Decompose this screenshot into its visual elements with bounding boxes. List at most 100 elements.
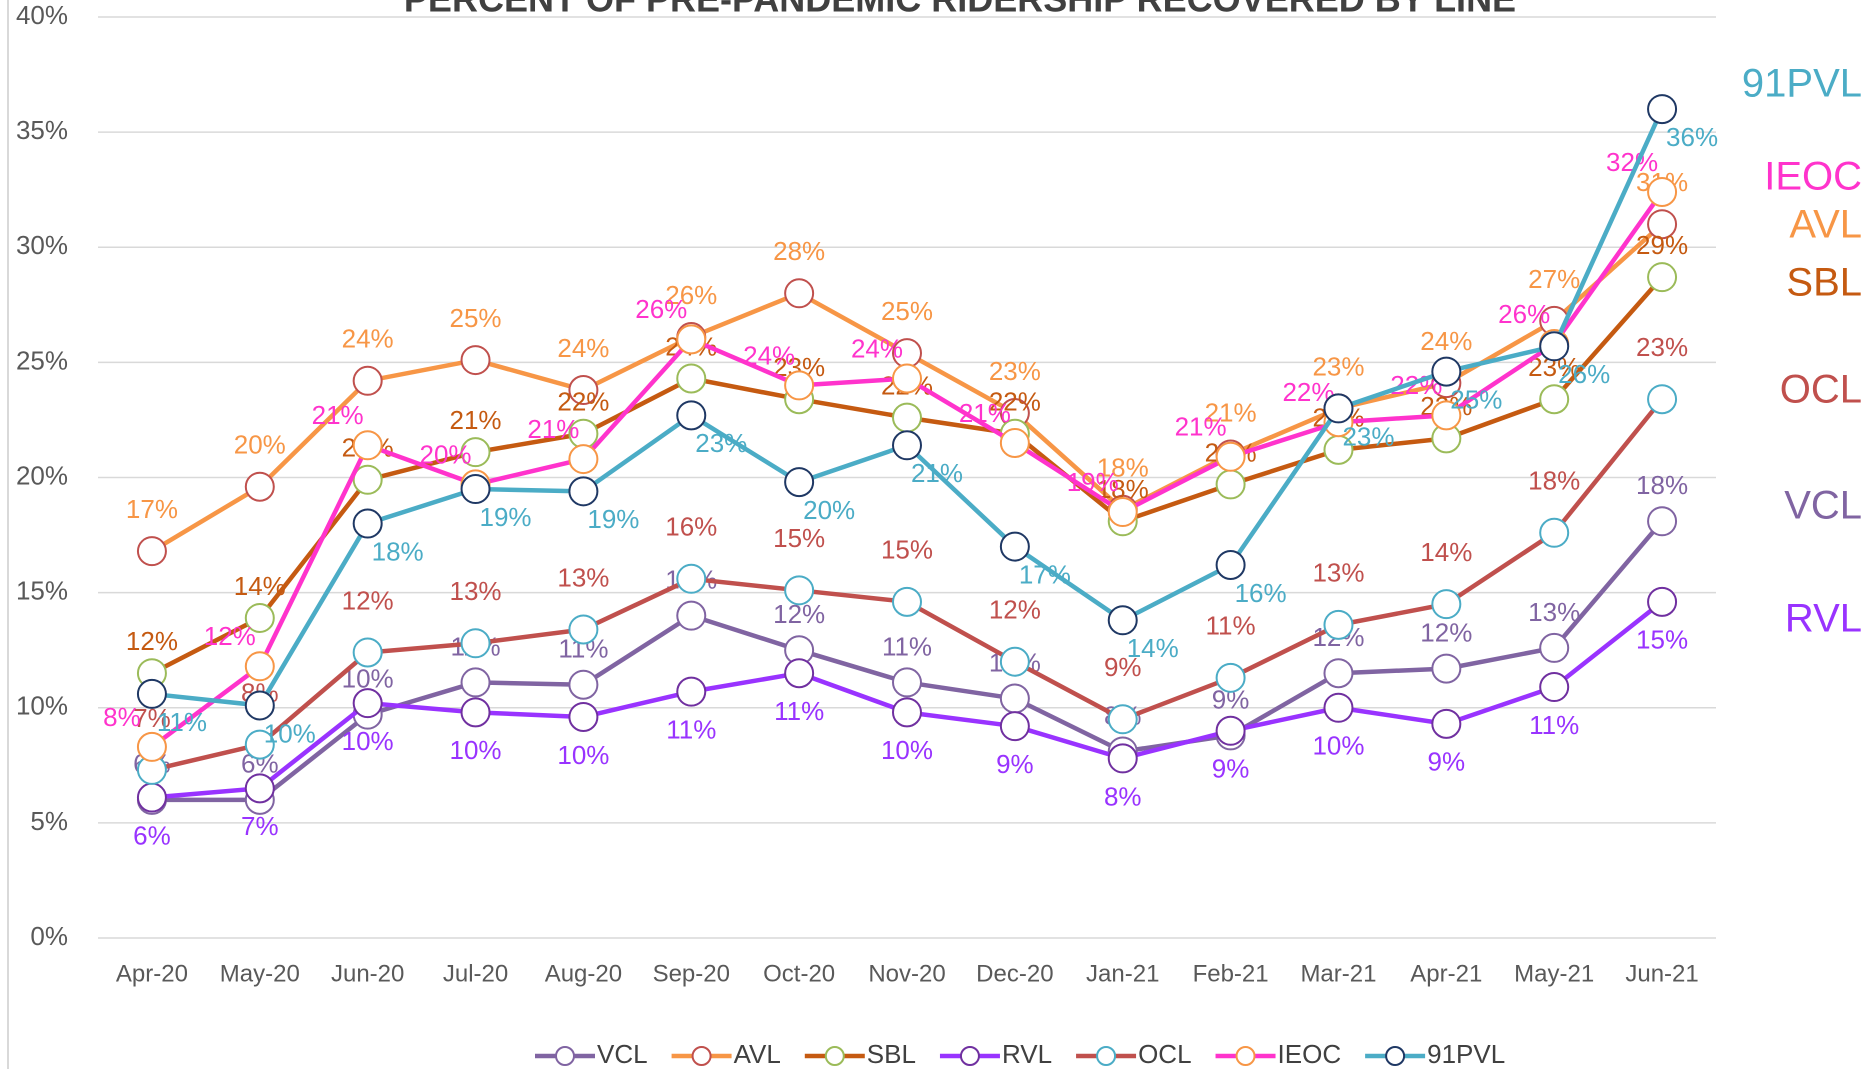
data-point — [1215, 662, 1246, 693]
data-label: 21% — [1175, 412, 1227, 442]
x-tick-label: May-21 — [1514, 960, 1594, 987]
data-label: 21% — [312, 400, 364, 430]
data-label: 11% — [1529, 710, 1579, 740]
data-label: 21% — [527, 414, 579, 444]
data-label: 25% — [1450, 384, 1502, 414]
data-point — [1215, 469, 1246, 500]
data-label: 10% — [342, 726, 394, 756]
data-point — [1647, 384, 1678, 415]
data-point — [892, 430, 922, 461]
data-point — [676, 600, 707, 631]
x-tick-label: Apr-21 — [1410, 960, 1482, 987]
data-point — [999, 531, 1030, 562]
data-point — [784, 278, 815, 309]
x-tick-label: Dec-20 — [976, 960, 1053, 987]
data-point — [676, 400, 707, 431]
data-label: 12% — [1420, 617, 1472, 647]
x-tick-label: Jun-20 — [331, 960, 404, 987]
data-label: 17% — [126, 494, 178, 524]
data-label: 22% — [989, 387, 1041, 417]
data-label: 27% — [1528, 264, 1580, 294]
data-label: 11% — [666, 715, 716, 745]
data-point — [244, 729, 275, 760]
data-point — [1647, 209, 1678, 240]
data-label: 23% — [989, 356, 1041, 386]
y-tick-label: 0% — [30, 921, 68, 951]
chart-title: PERCENT OF PRE-PANDEMIC RIDERSHIP RECOVE… — [404, 0, 1516, 20]
data-label: 13% — [1312, 558, 1364, 588]
data-point — [1647, 586, 1678, 617]
legend-label: AVL — [734, 1039, 781, 1069]
data-point — [244, 471, 275, 502]
x-tick-label: Jan-21 — [1086, 960, 1159, 987]
data-point — [244, 690, 275, 721]
data-label: 20% — [234, 430, 286, 460]
legend-label: OCL — [1138, 1039, 1191, 1069]
data-point — [1647, 506, 1678, 537]
data-label: 10% — [264, 718, 316, 748]
series-end-label: SBL — [1786, 261, 1862, 305]
legend-marker — [691, 1046, 712, 1066]
data-label: 10% — [450, 735, 502, 765]
data-point — [460, 474, 491, 505]
data-point — [1647, 94, 1678, 125]
data-point — [568, 444, 599, 475]
data-point — [460, 697, 491, 728]
x-tick-label: May-20 — [220, 960, 300, 987]
data-point — [1215, 441, 1246, 472]
data-label: 19% — [1067, 467, 1119, 497]
data-point — [352, 688, 383, 719]
data-label: 12% — [989, 595, 1041, 625]
legend-label: VCL — [597, 1039, 648, 1069]
data-point — [1215, 715, 1246, 746]
data-point — [352, 464, 383, 495]
data-label: 21% — [959, 398, 1011, 428]
legend-label: 91PVL — [1427, 1039, 1505, 1069]
data-label: 18% — [372, 536, 424, 566]
data-point — [568, 701, 599, 732]
x-tick-label: Jun-21 — [1625, 960, 1698, 987]
legend-label: SBL — [867, 1039, 916, 1069]
data-point — [892, 402, 922, 433]
x-tick-label: Sep-20 — [653, 960, 730, 987]
data-point — [568, 614, 599, 645]
series-end-label: OCL — [1780, 368, 1862, 412]
x-tick-label: Oct-20 — [763, 960, 835, 987]
data-label: 16% — [665, 512, 717, 542]
data-label: 21% — [1205, 397, 1257, 427]
data-point — [1323, 393, 1354, 424]
data-point — [892, 363, 922, 394]
data-point — [784, 575, 815, 606]
data-label: 26% — [1558, 359, 1610, 389]
x-tick-label: Jul-20 — [443, 960, 508, 987]
data-point — [1431, 356, 1462, 387]
data-point — [999, 427, 1030, 458]
legend-label: RVL — [1002, 1039, 1052, 1069]
data-point — [1431, 589, 1462, 620]
data-point — [1431, 400, 1462, 431]
data-point — [460, 667, 491, 698]
data-label: 14% — [1127, 633, 1179, 663]
legend-marker — [1385, 1046, 1406, 1066]
data-label: 36% — [1666, 122, 1718, 152]
data-label: 11% — [157, 707, 207, 737]
data-label: 9% — [1428, 747, 1466, 777]
data-label: 19% — [587, 504, 639, 534]
data-point — [1431, 653, 1462, 684]
data-point — [244, 602, 275, 633]
data-point — [460, 628, 491, 659]
data-label: 11% — [882, 631, 932, 661]
data-point — [1107, 605, 1138, 636]
data-label: 24% — [557, 333, 609, 363]
data-point — [999, 683, 1030, 714]
data-point — [352, 430, 383, 461]
data-label: 24% — [342, 324, 394, 354]
data-label: 26% — [635, 294, 687, 324]
data-label: 11% — [774, 696, 824, 726]
data-point — [892, 667, 922, 698]
data-point — [1539, 517, 1570, 548]
x-tick-label: Mar-21 — [1300, 960, 1376, 987]
data-label: 15% — [1636, 625, 1688, 655]
data-label: 13% — [1528, 597, 1580, 627]
